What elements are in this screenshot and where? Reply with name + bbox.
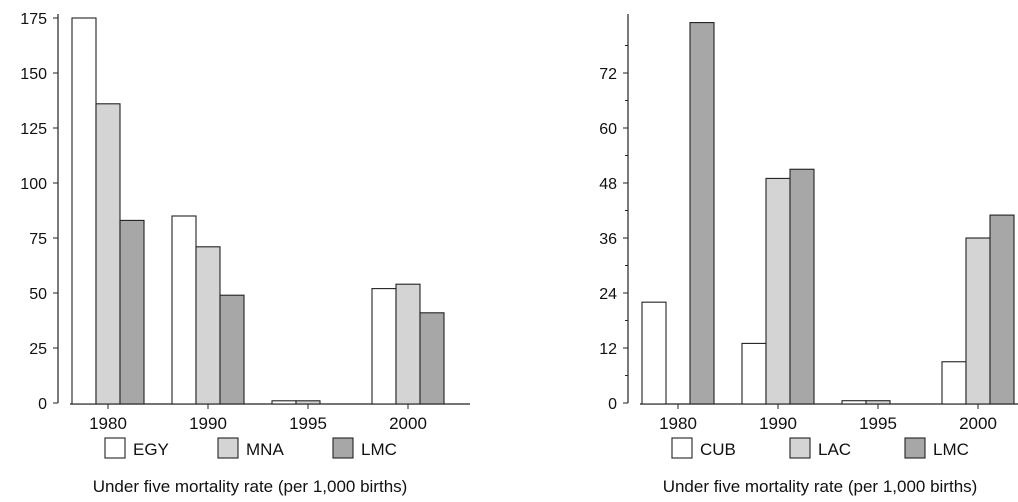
bar-cub-1995 <box>841 400 867 405</box>
x-tick-label: 1980 <box>89 414 127 433</box>
bar-lmc-1990 <box>219 294 245 405</box>
y-tick-label: 0 <box>608 396 617 413</box>
legend-swatch-lac <box>789 437 811 459</box>
x-tick-label: 2000 <box>389 414 427 433</box>
x-tick-label: 1980 <box>659 414 697 433</box>
bar-egy-1980 <box>71 17 97 405</box>
x-axis-title: Under five mortality rate (per 1,000 bir… <box>93 477 408 496</box>
y-tick-label: 50 <box>29 286 47 303</box>
bar-egy-1990 <box>171 215 197 405</box>
x-tick-label: 1995 <box>289 414 327 433</box>
bar-lac-2000 <box>965 237 991 405</box>
legend-label-egy: EGY <box>133 440 169 459</box>
bar-mna-2000 <box>395 283 421 405</box>
bar-mna-1980 <box>95 103 121 405</box>
legend-label-lmc: LMC <box>933 440 969 459</box>
legend-label-cub: CUB <box>700 440 736 459</box>
bar-mna-1990 <box>195 246 221 405</box>
y-tick-label: 25 <box>29 341 47 358</box>
bar-cub-1990 <box>741 342 767 405</box>
bar-mna-1995 <box>295 400 321 405</box>
y-tick-label: 175 <box>20 11 47 28</box>
y-tick-label: 12 <box>599 341 617 358</box>
bar-cub-1980 <box>641 301 667 405</box>
y-tick-label: 75 <box>29 231 47 248</box>
chart-panel-1: 0 25 50 75 100 125 150 175 1980 1990 1995 2000 EGY MN… <box>20 11 470 496</box>
y-tick-label: 36 <box>599 231 617 248</box>
y-tick-label: 125 <box>20 121 47 138</box>
x-tick-label: 2000 <box>959 414 997 433</box>
y-tick-label: 0 <box>38 396 47 413</box>
bar-cub-2000 <box>941 361 967 405</box>
y-tick-label: 100 <box>20 176 47 193</box>
legend-label-lac: LAC <box>818 440 851 459</box>
bar-egy-2000 <box>371 288 397 405</box>
x-tick-label: 1995 <box>859 414 897 433</box>
bar-lmc-1980 <box>689 22 715 405</box>
legend-swatch-mna <box>217 437 239 459</box>
bar-lac-1995 <box>865 400 891 405</box>
x-tick-label: 1990 <box>189 414 227 433</box>
y-tick-label: 150 <box>20 66 47 83</box>
legend-swatch-egy <box>104 437 126 459</box>
y-tick-label: 24 <box>599 286 617 303</box>
chart-panel-2: 0 12 24 36 48 60 72 1980 1990 1995 2000 CUB LAC LMC Un… <box>599 14 1018 496</box>
legend-label-lmc: LMC <box>361 440 397 459</box>
y-tick-label: 48 <box>599 176 617 193</box>
legend-swatch-lmc <box>332 437 354 459</box>
y-tick-label: 72 <box>599 66 617 83</box>
bar-lmc-1990 <box>789 168 815 405</box>
x-tick-label: 1990 <box>759 414 797 433</box>
legend-swatch-lmc <box>904 437 926 459</box>
x-axis-title: Under five mortality rate (per 1,000 bir… <box>663 477 978 496</box>
legend-label-mna: MNA <box>246 440 284 459</box>
bar-lmc-1980 <box>119 219 145 405</box>
bar-lmc-2000 <box>989 214 1015 405</box>
y-tick-label: 60 <box>599 121 617 138</box>
bar-egy-1995 <box>271 400 297 405</box>
bar-lac-1990 <box>765 177 791 405</box>
legend-swatch-cub <box>671 437 693 459</box>
bar-lmc-2000 <box>419 312 445 405</box>
